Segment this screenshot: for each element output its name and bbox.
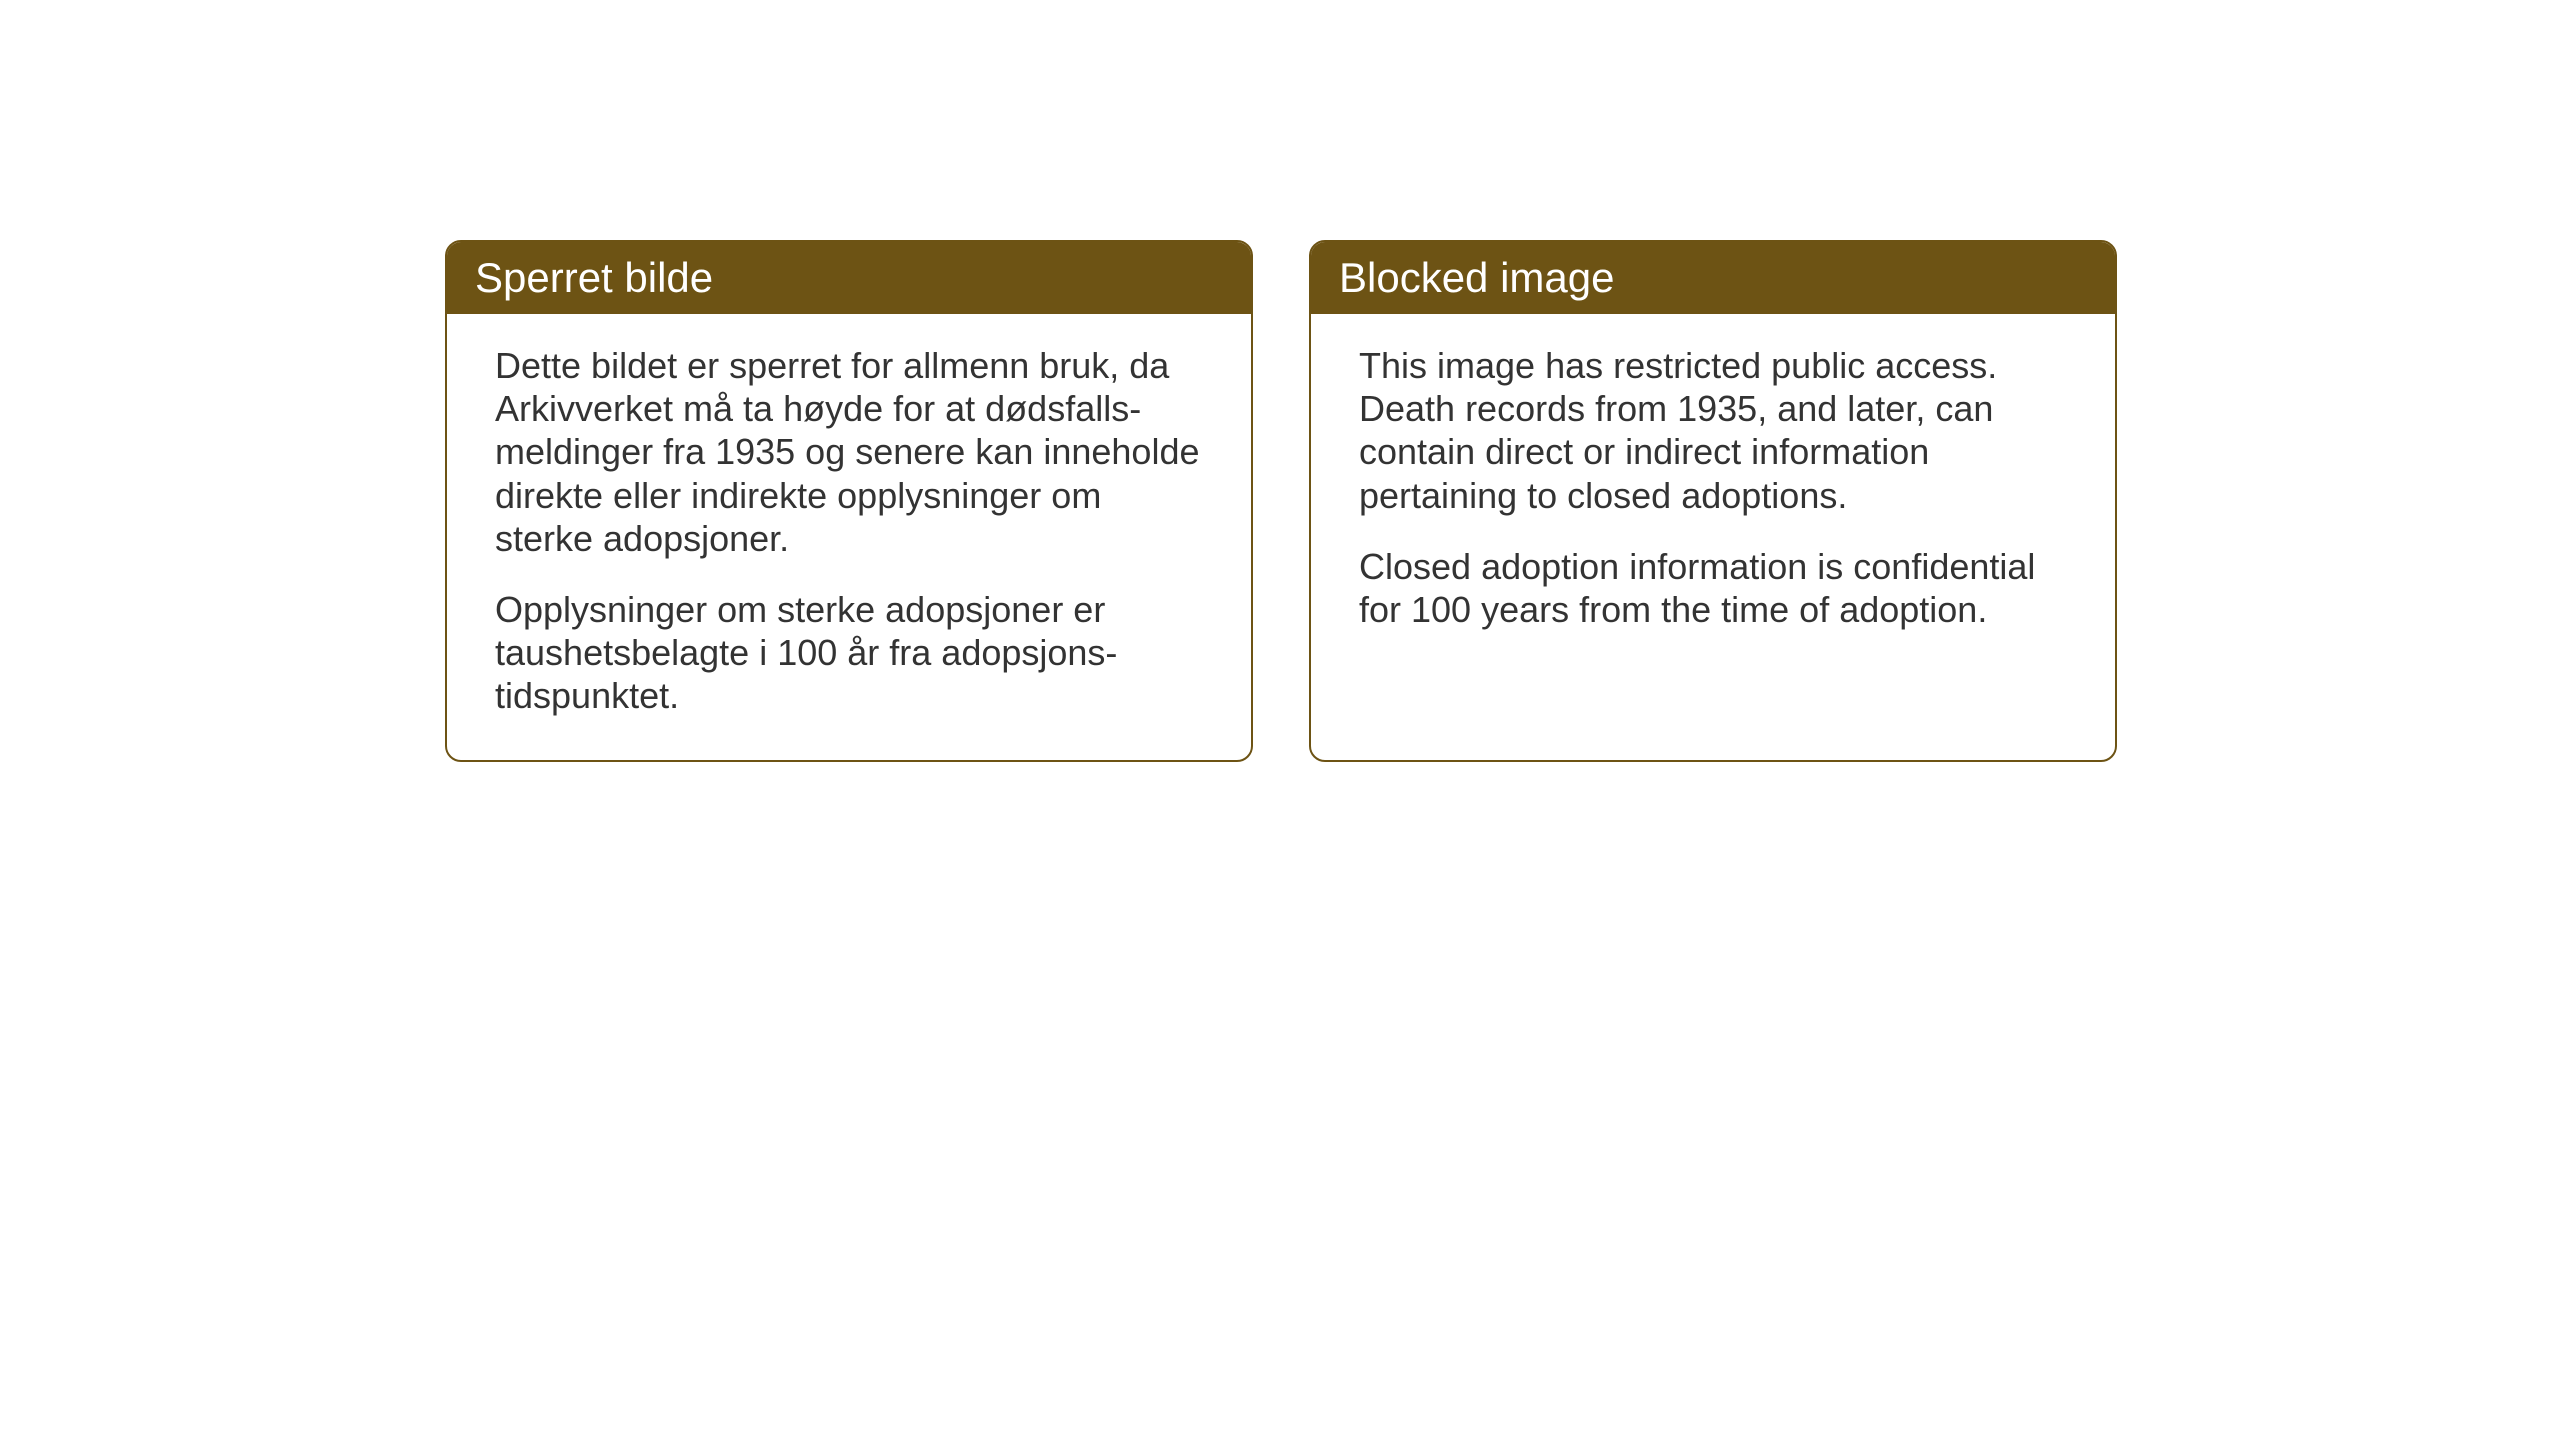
english-paragraph-1: This image has restricted public access.… — [1359, 344, 2067, 517]
norwegian-card: Sperret bilde Dette bildet er sperret fo… — [445, 240, 1253, 762]
english-card-body: This image has restricted public access.… — [1311, 314, 2115, 673]
english-paragraph-2: Closed adoption information is confident… — [1359, 545, 2067, 631]
english-card: Blocked image This image has restricted … — [1309, 240, 2117, 762]
notice-container: Sperret bilde Dette bildet er sperret fo… — [445, 240, 2117, 762]
norwegian-paragraph-1: Dette bildet er sperret for allmenn bruk… — [495, 344, 1203, 560]
norwegian-card-body: Dette bildet er sperret for allmenn bruk… — [447, 314, 1251, 760]
english-card-title: Blocked image — [1311, 242, 2115, 314]
norwegian-card-title: Sperret bilde — [447, 242, 1251, 314]
norwegian-paragraph-2: Opplysninger om sterke adopsjoner er tau… — [495, 588, 1203, 718]
